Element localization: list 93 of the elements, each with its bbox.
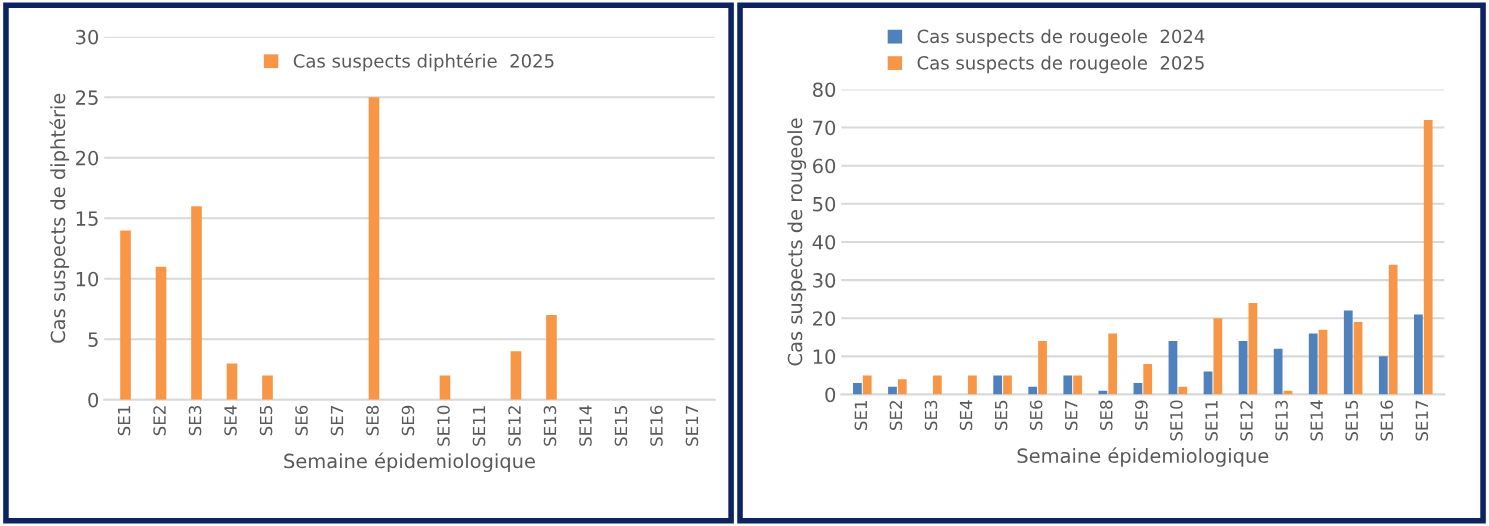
y-tick-label: 0 [825, 387, 836, 403]
x-tick-label: SE9 [401, 405, 415, 436]
x-tick-label: SE15 [1345, 400, 1359, 441]
bar [1038, 341, 1047, 395]
x-tick-label: SE1 [854, 400, 868, 430]
x-tick-label: SE16 [650, 405, 663, 446]
x-tick-label: SE17 [1415, 400, 1429, 441]
bar [1238, 341, 1248, 395]
bar [853, 383, 862, 395]
y-tick-label: 60 [813, 158, 836, 174]
y-tick-label: 20 [813, 311, 836, 326]
bar [1378, 356, 1388, 395]
y-tick-label: 70 [813, 120, 836, 136]
y-tick-label: 50 [813, 196, 836, 212]
x-tick-label: SE11 [1205, 400, 1218, 441]
x-tick-label: SE6 [295, 405, 308, 436]
bar [1318, 329, 1328, 395]
x-tick-label: SE7 [330, 406, 344, 436]
x-tick-label: SE16 [1380, 400, 1394, 441]
x-tick-label: SE1 [117, 406, 131, 436]
bar [1248, 302, 1258, 395]
x-axis-title: Semaine épidemiologique [1017, 447, 1269, 467]
y-tick-label: 30 [76, 29, 99, 45]
bar [888, 386, 897, 395]
y-tick-label: 30 [813, 273, 836, 288]
x-tick-label: SE6 [1029, 400, 1043, 430]
bar [862, 375, 872, 395]
x-tick-label: SE13 [543, 405, 557, 446]
bar [262, 375, 273, 400]
bar [1168, 341, 1178, 395]
bar [1343, 310, 1353, 395]
x-tick-label: SE8 [366, 405, 379, 436]
bar [1273, 348, 1283, 395]
x-tick-label: SE8 [1099, 400, 1113, 430]
bar [368, 97, 380, 400]
x-tick-label: SE3 [188, 405, 202, 436]
bar [1353, 322, 1363, 395]
x-tick-label: SE2 [889, 401, 903, 430]
x-axis-title: Semaine épidemiologique [284, 452, 535, 473]
x-tick-label: SE10 [1170, 400, 1183, 441]
y-axis-title: Cas suspects de diphtérie [49, 93, 70, 343]
y-tick-label: 20 [76, 150, 99, 166]
x-tick-label: SE9 [1135, 400, 1148, 430]
x-tick-label: SE4 [224, 405, 237, 436]
bar [226, 363, 238, 400]
x-tick-label: SE3 [924, 400, 938, 430]
y-tick-label: 40 [812, 234, 836, 250]
y-tick-label: 0 [88, 392, 99, 408]
bar [510, 351, 522, 400]
bar [191, 206, 202, 400]
x-tick-label: SE14 [579, 405, 592, 446]
y-tick-label: 80 [813, 82, 836, 98]
y-tick-label: 10 [813, 349, 836, 365]
x-tick-label: SE14 [1310, 400, 1323, 441]
x-tick-label: SE15 [614, 406, 628, 446]
bar [1143, 363, 1153, 395]
bar [1003, 375, 1012, 395]
bar [546, 315, 557, 400]
x-tick-label: SE13 [1275, 400, 1288, 441]
bar [993, 375, 1003, 395]
bar [1388, 264, 1398, 395]
bar [932, 375, 942, 395]
x-tick-label: SE5 [259, 406, 273, 436]
x-tick-label: SE4 [959, 400, 973, 430]
x-tick-label: SE11 [472, 406, 486, 446]
bar [968, 375, 977, 395]
x-tick-label: SE10 [437, 405, 450, 446]
x-tick-label: SE2 [153, 406, 166, 436]
x-tick-label: SE17 [685, 406, 699, 446]
legend-label: Cas suspects diphtérie 2025 [293, 53, 554, 72]
x-tick-label: SE7 [1064, 400, 1078, 430]
bar [1108, 333, 1118, 395]
bar [1028, 386, 1038, 395]
y-tick-label: 10 [76, 271, 99, 287]
bar [1063, 375, 1073, 395]
bar [1178, 386, 1188, 395]
bar [1213, 318, 1223, 395]
bar [897, 379, 907, 395]
y-axis-title: Cas suspects de rougeole [787, 118, 807, 366]
bar [1073, 375, 1082, 395]
bar [1414, 314, 1423, 395]
x-tick-label: SE12 [1240, 401, 1253, 441]
y-tick-label: 25 [76, 90, 98, 105]
y-tick-label: 5 [88, 332, 98, 347]
legend-label: Cas suspects de rougeole 2025 [917, 55, 1204, 74]
y-tick-label: 15 [76, 211, 98, 226]
legend-label: Cas suspects de rougeole 2024 [917, 29, 1205, 47]
bar [1308, 333, 1318, 395]
bar [155, 266, 167, 400]
x-tick-label: SE12 [508, 406, 521, 446]
bar [120, 230, 131, 400]
bar [1423, 119, 1433, 395]
x-tick-label: SE5 [994, 400, 1008, 430]
